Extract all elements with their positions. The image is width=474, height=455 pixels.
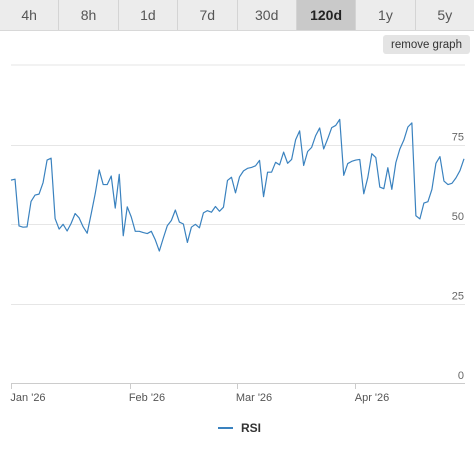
x-tick-label: Apr '26 — [355, 392, 390, 404]
x-tick-label: Jan '26 — [10, 392, 45, 404]
x-tick-label: Feb '26 — [129, 392, 165, 404]
chart-legend[interactable]: RSI — [218, 421, 261, 435]
tab-8h[interactable]: 8h — [59, 0, 119, 30]
time-range-tabs: 4h 8h 1d 7d 30d 120d 1y 5y — [0, 0, 474, 31]
tab-1y[interactable]: 1y — [356, 0, 416, 30]
remove-graph-button[interactable]: remove graph — [383, 35, 470, 54]
tab-5y[interactable]: 5y — [415, 0, 474, 30]
tab-120d[interactable]: 120d — [296, 0, 357, 30]
y-tick-label: 0 — [458, 370, 464, 382]
tab-7d[interactable]: 7d — [178, 0, 238, 30]
x-tick-label: Mar '26 — [236, 392, 272, 404]
tab-4h[interactable]: 4h — [0, 0, 60, 30]
y-tick-label: 50 — [452, 211, 464, 223]
tab-30d[interactable]: 30d — [237, 0, 297, 30]
rsi-series-line — [10, 118, 465, 252]
y-tick-label: 75 — [452, 132, 464, 144]
tab-1d[interactable]: 1d — [118, 0, 179, 30]
y-tick-label: 25 — [452, 291, 464, 303]
legend-label-rsi: RSI — [241, 421, 262, 435]
legend-swatch-rsi — [218, 427, 233, 429]
